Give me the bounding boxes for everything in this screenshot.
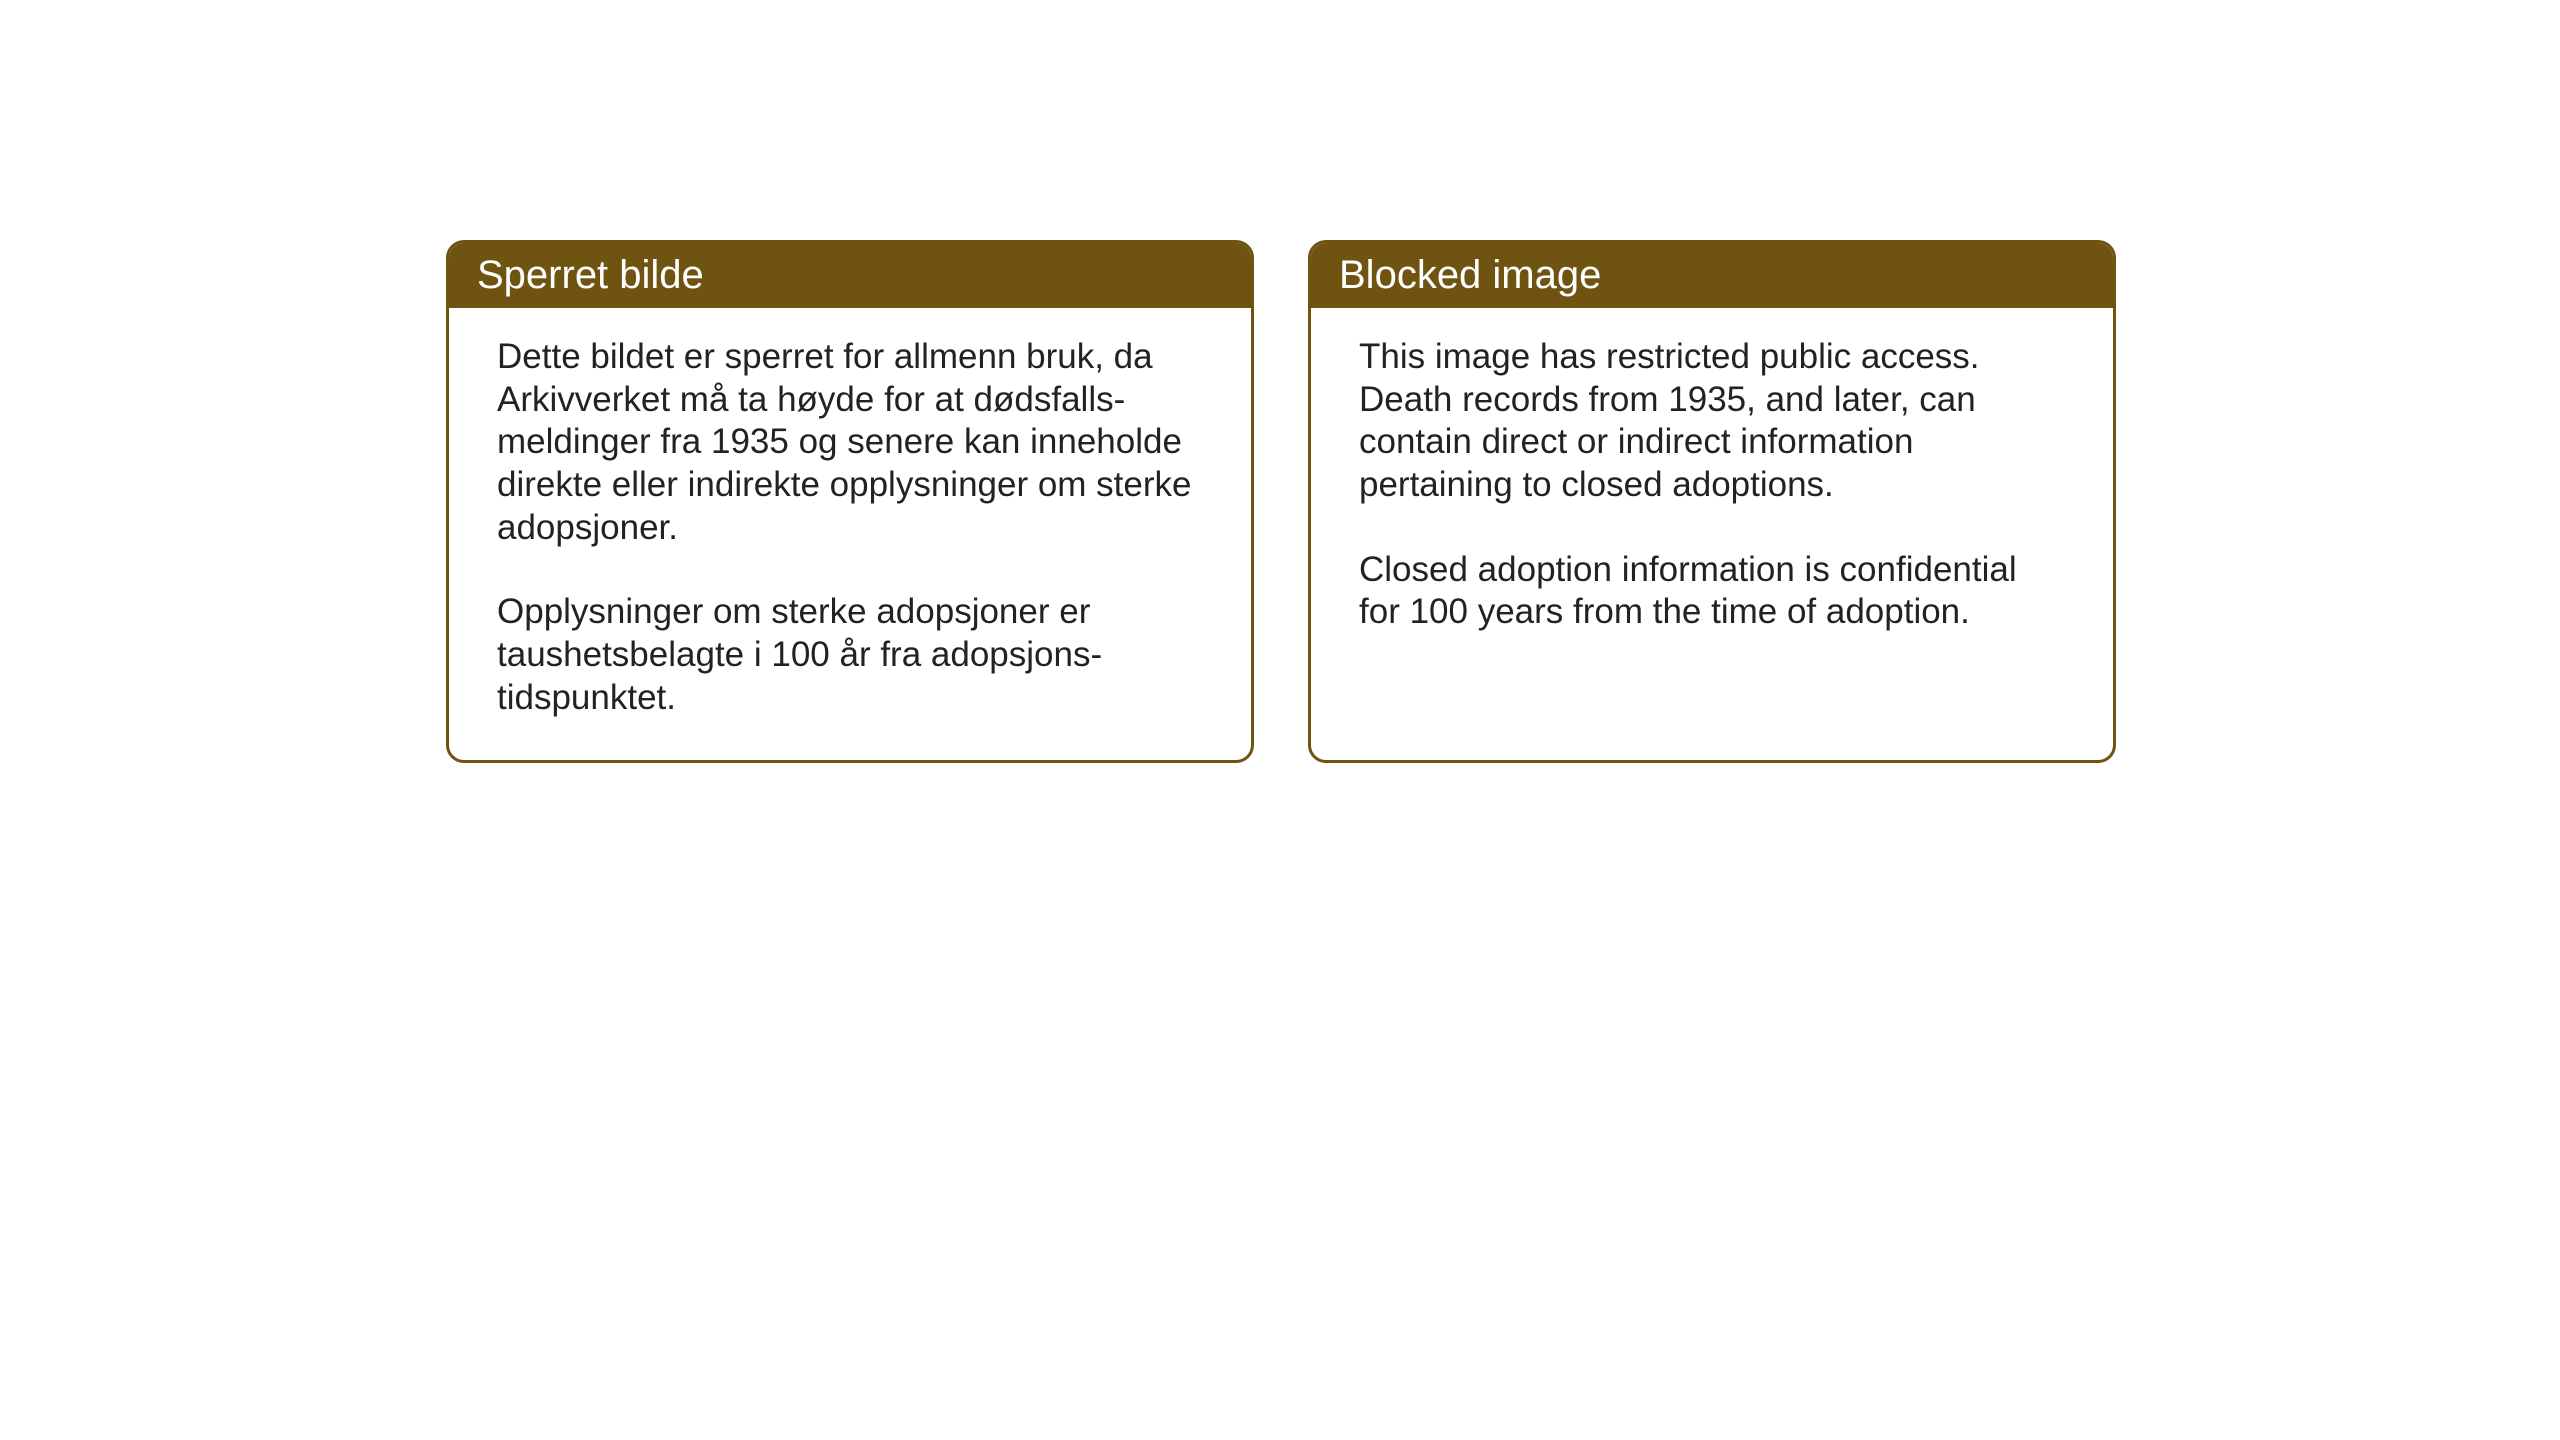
notice-body-norwegian: Dette bildet er sperret for allmenn bruk… (449, 308, 1251, 760)
notice-paragraph: This image has restricted public access.… (1359, 336, 2065, 507)
notice-box-norwegian: Sperret bilde Dette bildet er sperret fo… (446, 240, 1254, 763)
notice-container: Sperret bilde Dette bildet er sperret fo… (446, 240, 2116, 763)
notice-paragraph: Dette bildet er sperret for allmenn bruk… (497, 336, 1203, 549)
notice-paragraph: Opplysninger om sterke adopsjoner er tau… (497, 591, 1203, 719)
notice-paragraph: Closed adoption information is confident… (1359, 549, 2065, 634)
notice-body-english: This image has restricted public access.… (1311, 308, 2113, 674)
notice-title-norwegian: Sperret bilde (477, 253, 704, 297)
notice-box-english: Blocked image This image has restricted … (1308, 240, 2116, 763)
notice-title-english: Blocked image (1339, 253, 1601, 297)
notice-header-english: Blocked image (1311, 243, 2113, 308)
notice-header-norwegian: Sperret bilde (449, 243, 1251, 308)
